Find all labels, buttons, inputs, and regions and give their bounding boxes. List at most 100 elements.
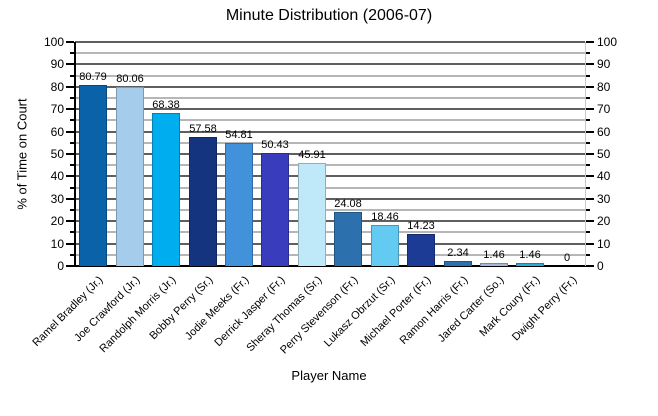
minor-gridline (75, 74, 585, 77)
y-major-tick-left (66, 175, 74, 178)
bar (516, 263, 544, 266)
y-major-tick-right (586, 265, 594, 267)
bar-value-label: 1.46 (483, 249, 505, 261)
y-tick-label-right: 70 (597, 102, 611, 117)
y-major-tick-left (66, 85, 74, 88)
bar (79, 85, 107, 266)
y-major-tick-right (586, 175, 594, 178)
bar (407, 234, 435, 266)
y-major-tick-left (66, 63, 74, 66)
x-category-label: Bobby Perry (Sr.) (147, 274, 216, 343)
minor-gridline (75, 52, 585, 55)
y-minor-tick-right (586, 209, 590, 211)
bar (189, 137, 217, 266)
x-category-label: Dwight Perry (Fr.) (510, 274, 580, 344)
y-minor-tick-left (70, 141, 74, 144)
y-tick-label-right: 80 (597, 79, 611, 94)
y-minor-tick-left (70, 52, 74, 55)
bar (116, 87, 144, 266)
bar-value-label: 80.06 (116, 73, 144, 85)
bar-value-label: 24.08 (334, 198, 362, 210)
y-major-tick-left (66, 130, 74, 133)
minor-gridline (75, 253, 585, 256)
x-category-label: Jared Carter (So.) (435, 274, 507, 345)
y-minor-tick-right (586, 231, 590, 234)
y-minor-tick-right (586, 97, 590, 99)
y-minor-tick-right (586, 119, 590, 122)
y-tick-label-right: 100 (597, 35, 618, 49)
y-tick-label-right: 50 (597, 147, 611, 161)
bar (225, 143, 253, 266)
y-tick-label-right: 0 (597, 259, 604, 273)
x-category-label: Derrick Jasper (Fr.) (212, 274, 288, 350)
y-major-tick-left (66, 197, 74, 200)
y-minor-tick-left (70, 164, 74, 167)
x-category-label: Michael Porter (Fr.) (358, 274, 434, 350)
minor-gridline (75, 209, 585, 211)
y-minor-tick-right (586, 52, 590, 55)
y-tick-label-left: 70 (50, 102, 64, 117)
y-major-tick-right (586, 130, 594, 133)
bar-value-label: 50.43 (261, 139, 289, 151)
y-tick-label-left: 40 (50, 169, 64, 184)
y-major-tick-right (586, 220, 594, 223)
bar (480, 263, 508, 266)
y-major-tick-left (66, 41, 74, 43)
y-tick-label-right: 60 (597, 124, 611, 139)
major-gridline (75, 175, 585, 178)
y-minor-tick-left (70, 253, 74, 256)
y-tick-label-left: 0 (57, 259, 64, 273)
y-major-tick-left (66, 153, 74, 155)
y-tick-label-right: 10 (597, 236, 611, 251)
bar-value-label: 2.34 (447, 247, 469, 259)
bar-value-label: 18.46 (371, 211, 399, 223)
minor-gridline (75, 119, 585, 122)
bar-value-label: 80.79 (79, 71, 107, 83)
y-major-tick-right (586, 153, 594, 155)
y-minor-tick-right (586, 74, 590, 77)
bar-value-label: 1.46 (519, 249, 541, 261)
y-major-tick-left (66, 108, 74, 111)
y-tick-label-right: 90 (597, 57, 611, 72)
bar-value-label: 45.91 (298, 149, 326, 161)
bar (261, 153, 289, 266)
y-minor-tick-right (586, 253, 590, 256)
bar (371, 225, 399, 266)
y-axis-title: % of Time on Court (14, 98, 30, 210)
right-axis-line (585, 42, 586, 266)
major-gridline (75, 153, 585, 155)
y-major-tick-right (586, 41, 594, 43)
bar (298, 163, 326, 266)
bar (334, 212, 362, 266)
bar-value-label: 68.38 (152, 99, 180, 111)
y-major-tick-right (586, 63, 594, 66)
y-minor-tick-left (70, 186, 74, 189)
minor-gridline (75, 231, 585, 234)
y-major-tick-right (586, 85, 594, 88)
x-category-label: Ramon Harris (Fr.) (397, 274, 471, 347)
bar-value-label: 14.23 (407, 220, 435, 232)
y-tick-label-left: 80 (50, 79, 64, 94)
x-category-label: Joe Crawford (Jr.) (72, 274, 143, 345)
x-category-label: Jodie Meeks (Fr.) (182, 274, 252, 343)
y-tick-label-left: 30 (50, 191, 64, 206)
y-minor-tick-right (586, 164, 590, 167)
y-minor-tick-left (70, 74, 74, 77)
y-tick-label-right: 20 (597, 214, 611, 229)
bar-value-label: 0 (563, 252, 571, 264)
y-tick-label-left: 10 (50, 236, 64, 251)
y-minor-tick-left (70, 231, 74, 234)
y-tick-label-right: 30 (597, 191, 611, 206)
x-axis-line (74, 265, 586, 267)
y-major-tick-left (66, 265, 74, 267)
y-minor-tick-right (586, 141, 590, 144)
minor-gridline (75, 141, 585, 144)
major-gridline (75, 41, 585, 43)
y-axis-line (74, 42, 76, 266)
y-tick-label-left: 100 (43, 35, 64, 49)
y-tick-label-right: 40 (597, 169, 611, 184)
minor-gridline (75, 186, 585, 189)
y-minor-tick-right (586, 186, 590, 189)
y-tick-label-left: 90 (50, 57, 64, 72)
